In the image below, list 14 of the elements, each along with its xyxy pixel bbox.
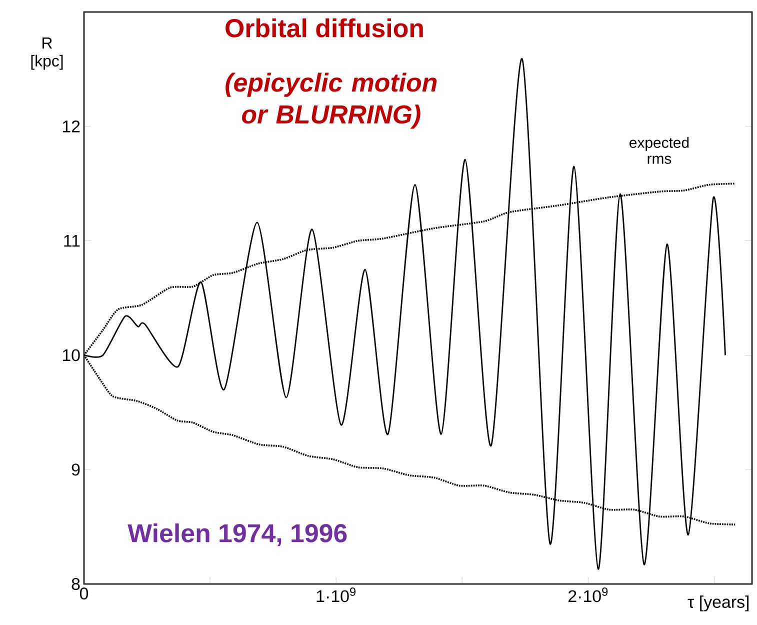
y-axis-title: R [kpc] bbox=[31, 38, 63, 70]
annotation: Wielen 1974, 1996 bbox=[128, 523, 347, 546]
x-tick-label: 1·10$^{9}$ bbox=[316, 588, 356, 602]
x-tick-label: 2·10$^{9}$ bbox=[568, 588, 608, 602]
y-tick-label: 10 bbox=[62, 349, 80, 362]
y-tick-label: 12 bbox=[62, 120, 80, 132]
y-tick-label: 9 bbox=[72, 464, 80, 476]
y-tick-label: 8 bbox=[72, 578, 80, 590]
text: (epicyclic motion or BLURRING) bbox=[226, 72, 437, 129]
series-label: expected rms bbox=[630, 136, 689, 164]
chart-title: Orbital diffusion bbox=[226, 18, 423, 38]
x-tick-label: 0 bbox=[80, 588, 88, 600]
y-tick-label: 11 bbox=[64, 234, 80, 247]
x-axis-title: τ [years] bbox=[688, 596, 749, 612]
